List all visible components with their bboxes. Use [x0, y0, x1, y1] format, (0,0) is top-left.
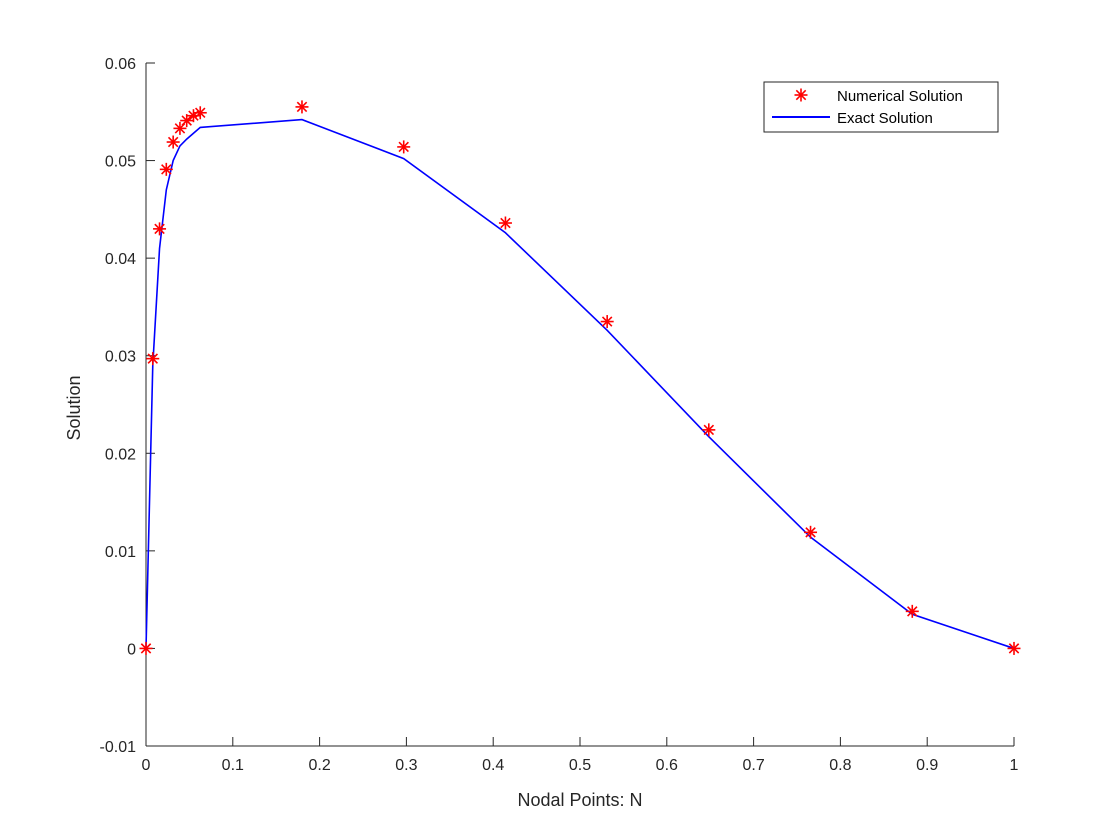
x-tick-label: 0.6 [656, 757, 678, 774]
y-tick-label: 0.06 [105, 56, 136, 73]
numerical-solution-point [180, 114, 194, 128]
y-tick-label: 0.03 [105, 349, 136, 366]
numerical-solution-point [139, 641, 153, 655]
x-tick-label: 0.9 [916, 757, 938, 774]
numerical-solution-point [159, 162, 173, 176]
x-tick-label: 0 [142, 757, 151, 774]
legend-numerical-solution-marker [794, 88, 808, 102]
x-tick-label: 0.1 [222, 757, 244, 774]
x-tick-label: 0.4 [482, 757, 504, 774]
x-axis-ticks: 0 0.1 0.2 0.3 0.4 0.5 0.6 0.7 0.8 0.9 1 [142, 737, 1019, 774]
numerical-solution-point [804, 525, 818, 539]
legend-box [763, 81, 999, 133]
x-tick-label: 0.2 [308, 757, 330, 774]
numerical-solution-point [146, 352, 160, 366]
y-tick-label: 0.01 [105, 544, 136, 561]
numerical-solution-point [702, 423, 716, 437]
axes-box [145, 63, 1014, 747]
x-tick-label: 0.8 [829, 757, 851, 774]
legend-exact-solution-label: Exact Solution [837, 110, 933, 127]
exact-solution-line [145, 118, 1015, 650]
x-tick-label: 1 [1010, 757, 1019, 774]
numerical-solution-point [295, 100, 309, 114]
numerical-solution-point [1007, 641, 1021, 655]
series-layer [139, 100, 1021, 655]
legend-numerical-solution-label: Numerical Solution [837, 88, 963, 105]
y-tick-label: 0.02 [105, 446, 136, 463]
y-tick-label: -0.01 [100, 739, 137, 756]
legend: Numerical Solution Exact Solution [763, 81, 999, 133]
numerical-solution-point [600, 315, 614, 329]
y-tick-label: 0.04 [105, 251, 136, 268]
x-tick-label: 0.7 [742, 757, 764, 774]
y-tick-label: 0.05 [105, 154, 136, 171]
x-axis-label: Nodal Points: N [517, 790, 642, 810]
numerical-solution-point [498, 216, 512, 230]
numerical-solution-point [153, 222, 167, 236]
y-tick-label: 0 [127, 641, 136, 658]
x-tick-label: 0.5 [569, 757, 591, 774]
numerical-solution-point [905, 604, 919, 618]
numerical-solution-point [166, 135, 180, 149]
numerical-solution-point [193, 106, 207, 120]
numerical-solution-point [397, 140, 411, 154]
legend-asterisk [794, 88, 808, 102]
y-axis-label: Solution [64, 375, 84, 440]
x-tick-label: 0.3 [395, 757, 417, 774]
